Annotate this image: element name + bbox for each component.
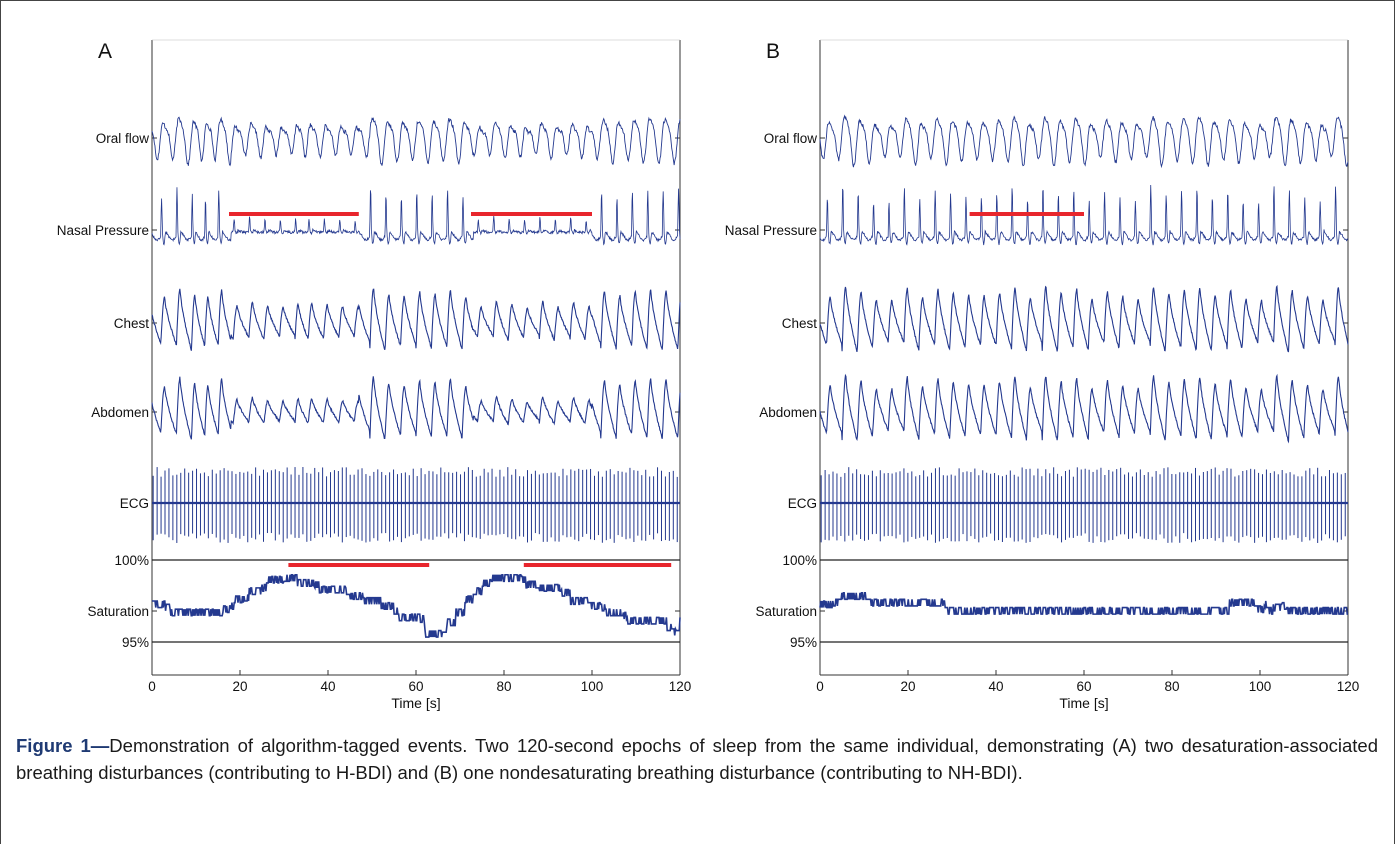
x-tick-label: 0: [148, 679, 156, 694]
channel-label: ECG: [120, 496, 149, 511]
x-tick-label: 100: [581, 679, 604, 694]
abdomen-trace: [151, 376, 681, 440]
nasal-pressure-trace: [819, 184, 1349, 246]
panel-label: B: [766, 40, 780, 63]
channel-label: ECG: [788, 496, 817, 511]
x-tick-label: 80: [1164, 679, 1179, 694]
figure-caption: Figure 1—Demonstration of algorithm-tagg…: [16, 732, 1378, 786]
channel-label: Nasal Pressure: [725, 223, 817, 238]
x-axis-label: Time [s]: [1059, 695, 1108, 711]
saturation-95-label: 95%: [122, 635, 149, 650]
x-axis-label: Time [s]: [391, 695, 440, 711]
saturation-100-label: 100%: [114, 553, 149, 568]
panel-label: A: [98, 40, 112, 63]
x-tick-label: 20: [900, 679, 915, 694]
saturation-trace: [152, 573, 681, 638]
panel-b: B Oral flow Nasal Pressure Chest Abdomen ECG S…: [725, 39, 1360, 711]
x-tick-label: 120: [669, 679, 692, 694]
channel-label: Oral flow: [96, 131, 150, 146]
figure-chart-area: A Oral flow Nasal Pressure Chest Abdomen ECG S…: [57, 39, 1360, 711]
channel-label: Saturation: [87, 604, 149, 619]
abdomen-trace: [819, 373, 1349, 444]
caption-text: Demonstration of algorithm-tagged events…: [16, 735, 1378, 783]
saturation-trace: [819, 592, 1349, 615]
channel-label: Abdomen: [759, 405, 817, 420]
oral-flow-trace: [151, 116, 681, 167]
channel-label: Oral flow: [764, 131, 818, 146]
x-tick-label: 40: [320, 679, 335, 694]
caption-label: Figure 1—: [16, 735, 110, 756]
x-tick-label: 100: [1249, 679, 1272, 694]
oral-flow-trace: [819, 114, 1349, 169]
x-tick-label: 40: [988, 679, 1003, 694]
x-tick-label: 120: [1337, 679, 1360, 694]
channel-label: Saturation: [755, 604, 817, 619]
channel-label: Nasal Pressure: [57, 223, 149, 238]
ecg-trace: [820, 467, 1348, 543]
saturation-95-label: 95%: [790, 635, 817, 650]
nasal-pressure-trace: [151, 187, 681, 246]
x-tick-label: 60: [1076, 679, 1091, 694]
chest-trace: [151, 288, 681, 351]
panel-a: A Oral flow Nasal Pressure Chest Abdomen ECG S…: [57, 39, 692, 711]
channel-label: Chest: [782, 316, 818, 331]
ecg-trace: [152, 467, 680, 543]
x-tick-label: 80: [496, 679, 511, 694]
chest-trace: [819, 284, 1349, 353]
x-tick-label: 60: [408, 679, 423, 694]
channel-label: Chest: [114, 316, 150, 331]
saturation-100-label: 100%: [782, 553, 817, 568]
channel-label: Abdomen: [91, 405, 149, 420]
x-tick-label: 0: [816, 679, 824, 694]
x-tick-label: 20: [232, 679, 247, 694]
